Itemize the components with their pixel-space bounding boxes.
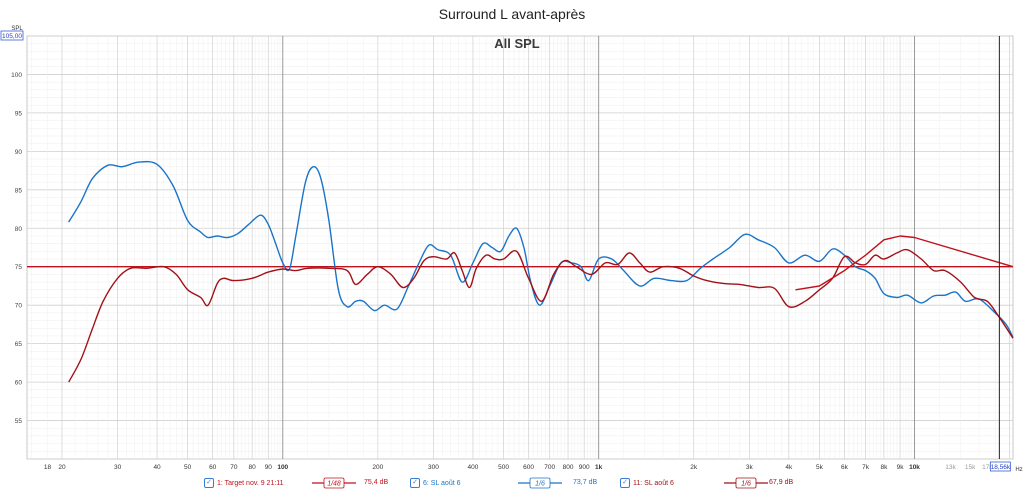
- x-tick-label: 17k: [982, 464, 993, 471]
- y-tick-label: 55: [15, 418, 23, 425]
- x-tick-label: 70: [230, 464, 238, 471]
- legend-checkbox[interactable]: ✓: [620, 478, 630, 488]
- x-tick-label: 600: [523, 464, 534, 471]
- x-tick-label: 5k: [816, 464, 824, 471]
- y-tick-label: 60: [15, 380, 23, 387]
- legend-item[interactable]: ✓ 11: SL août 6: [620, 476, 674, 490]
- legend-smoothing-box: [529, 477, 551, 489]
- x-tick-label: 10k: [909, 464, 920, 471]
- y-tick-label: 70: [15, 303, 23, 310]
- x-tick-label: 4k: [785, 464, 793, 471]
- x-tick-label: 9k: [897, 464, 905, 471]
- y-top-value: 105,00: [2, 33, 22, 40]
- x-tick-label: 50: [184, 464, 192, 471]
- legend-series-name: 1: Target nov. 9 21:11: [217, 479, 284, 487]
- y-tick-label: 90: [15, 149, 23, 156]
- legend-item[interactable]: ✓ 1: Target nov. 9 21:11: [204, 476, 284, 490]
- legend-smoothing-selector[interactable]: 1/6: [724, 477, 768, 489]
- legend-smoothing-selector[interactable]: 1/48: [312, 477, 356, 489]
- x-tick-label: 90: [265, 464, 273, 471]
- series-lines: [27, 160, 1014, 383]
- legend-value: 75,4 dB: [364, 479, 389, 486]
- x-tick-label: 7k: [862, 464, 870, 471]
- frequency-response-chart: 55 60 65 70 75 80 85 90 95 100 18 20 30 40 50 60 70 80 90 1…: [0, 26, 1023, 473]
- x-tick-label: 900: [579, 464, 590, 471]
- x-tick-label: 100: [277, 464, 288, 471]
- y-tick-label: 95: [15, 110, 23, 117]
- legend-smoothing-box: [323, 477, 345, 489]
- y-tick-label: 75: [15, 264, 23, 271]
- cursor-value-box: [989, 461, 1011, 472]
- x-tick-label: 3k: [746, 464, 754, 471]
- legend-item[interactable]: ✓ 6: SL août 6: [410, 476, 461, 490]
- chart-subtitle: All SPL: [494, 36, 540, 51]
- y-tick-label: 80: [15, 226, 23, 233]
- legend: ✓ 1: Target nov. 9 21:11 1/48 75,4 dB ✓ 6: SL…: [0, 476, 1024, 491]
- x-tick-label: 700: [544, 464, 555, 471]
- x-tick-label: 18: [44, 464, 52, 471]
- legend-smoothing-selector[interactable]: 1/6: [518, 477, 562, 489]
- legend-smoothing-label: 1/6: [741, 481, 751, 488]
- y-tick-label: 65: [15, 341, 23, 348]
- measurement-blue-curve: [68, 160, 1014, 338]
- x-tick-label: 6k: [841, 464, 849, 471]
- legend-series-name: 6: SL août 6: [423, 479, 461, 487]
- y-axis-label: SPL: [11, 26, 23, 32]
- x-tick-label: 1k: [595, 464, 603, 471]
- legend-smoothing-box: [735, 477, 757, 489]
- x-tick-label: 80: [249, 464, 257, 471]
- frequency-cursor[interactable]: 18,56k: [989, 36, 1011, 472]
- x-tick-label: 2k: [690, 464, 698, 471]
- legend-smoothing-label: 1/48: [327, 481, 341, 488]
- x-tick-label: 13k: [945, 464, 956, 471]
- x-tick-label: 15k: [965, 464, 976, 471]
- legend-smoothing-label: 1/6: [535, 481, 545, 488]
- x-axis-label: Hz: [1015, 467, 1022, 473]
- y-tick-label: 100: [11, 72, 22, 79]
- target-shelf-curve: [795, 235, 1014, 291]
- chart-grid: [26, 35, 1014, 460]
- y-top-value-box[interactable]: 105,00: [0, 30, 24, 41]
- plot-area: [26, 35, 1014, 460]
- y-tick-label: 85: [15, 187, 23, 194]
- x-tick-label: 60: [209, 464, 217, 471]
- x-tick-label: 40: [153, 464, 161, 471]
- x-tick-label: 800: [563, 464, 574, 471]
- legend-checkbox[interactable]: ✓: [410, 478, 420, 488]
- legend-checkbox[interactable]: ✓: [204, 478, 214, 488]
- x-tick-label: 400: [468, 464, 479, 471]
- chart-title: Surround L avant-après: [438, 6, 586, 22]
- x-tick-label: 300: [428, 464, 439, 471]
- axis-ticks: 55 60 65 70 75 80 85 90 95 100 18 20 30 40 50 60 70 80 90 1…: [11, 72, 993, 471]
- cursor-value-label: 18,56k: [991, 464, 1011, 471]
- legend-value: 67,9 dB: [769, 479, 794, 486]
- x-tick-label: 500: [498, 464, 509, 471]
- x-tick-label: 8k: [880, 464, 888, 471]
- x-tick-label: 30: [114, 464, 122, 471]
- x-tick-label: 20: [58, 464, 66, 471]
- measurement-red-curve: [68, 248, 1014, 383]
- legend-value: 73,7 dB: [573, 479, 598, 486]
- x-tick-label: 200: [372, 464, 383, 471]
- legend-series-name: 11: SL août 6: [633, 479, 674, 487]
